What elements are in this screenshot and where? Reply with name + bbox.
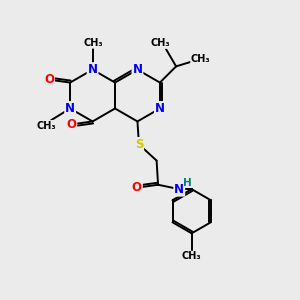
Text: N: N: [174, 183, 184, 196]
Text: O: O: [66, 118, 76, 131]
Text: CH₃: CH₃: [182, 251, 202, 261]
Text: N: N: [65, 102, 75, 115]
Text: O: O: [44, 73, 54, 86]
Text: CH₃: CH₃: [83, 38, 103, 48]
Text: N: N: [133, 63, 142, 76]
Text: CH₃: CH₃: [151, 38, 170, 48]
Text: O: O: [132, 181, 142, 194]
Text: CH₃: CH₃: [37, 121, 56, 130]
Text: S: S: [135, 138, 143, 151]
Text: CH₃: CH₃: [191, 54, 210, 64]
Text: N: N: [88, 63, 98, 76]
Text: H: H: [183, 178, 192, 188]
Text: N: N: [155, 102, 165, 115]
